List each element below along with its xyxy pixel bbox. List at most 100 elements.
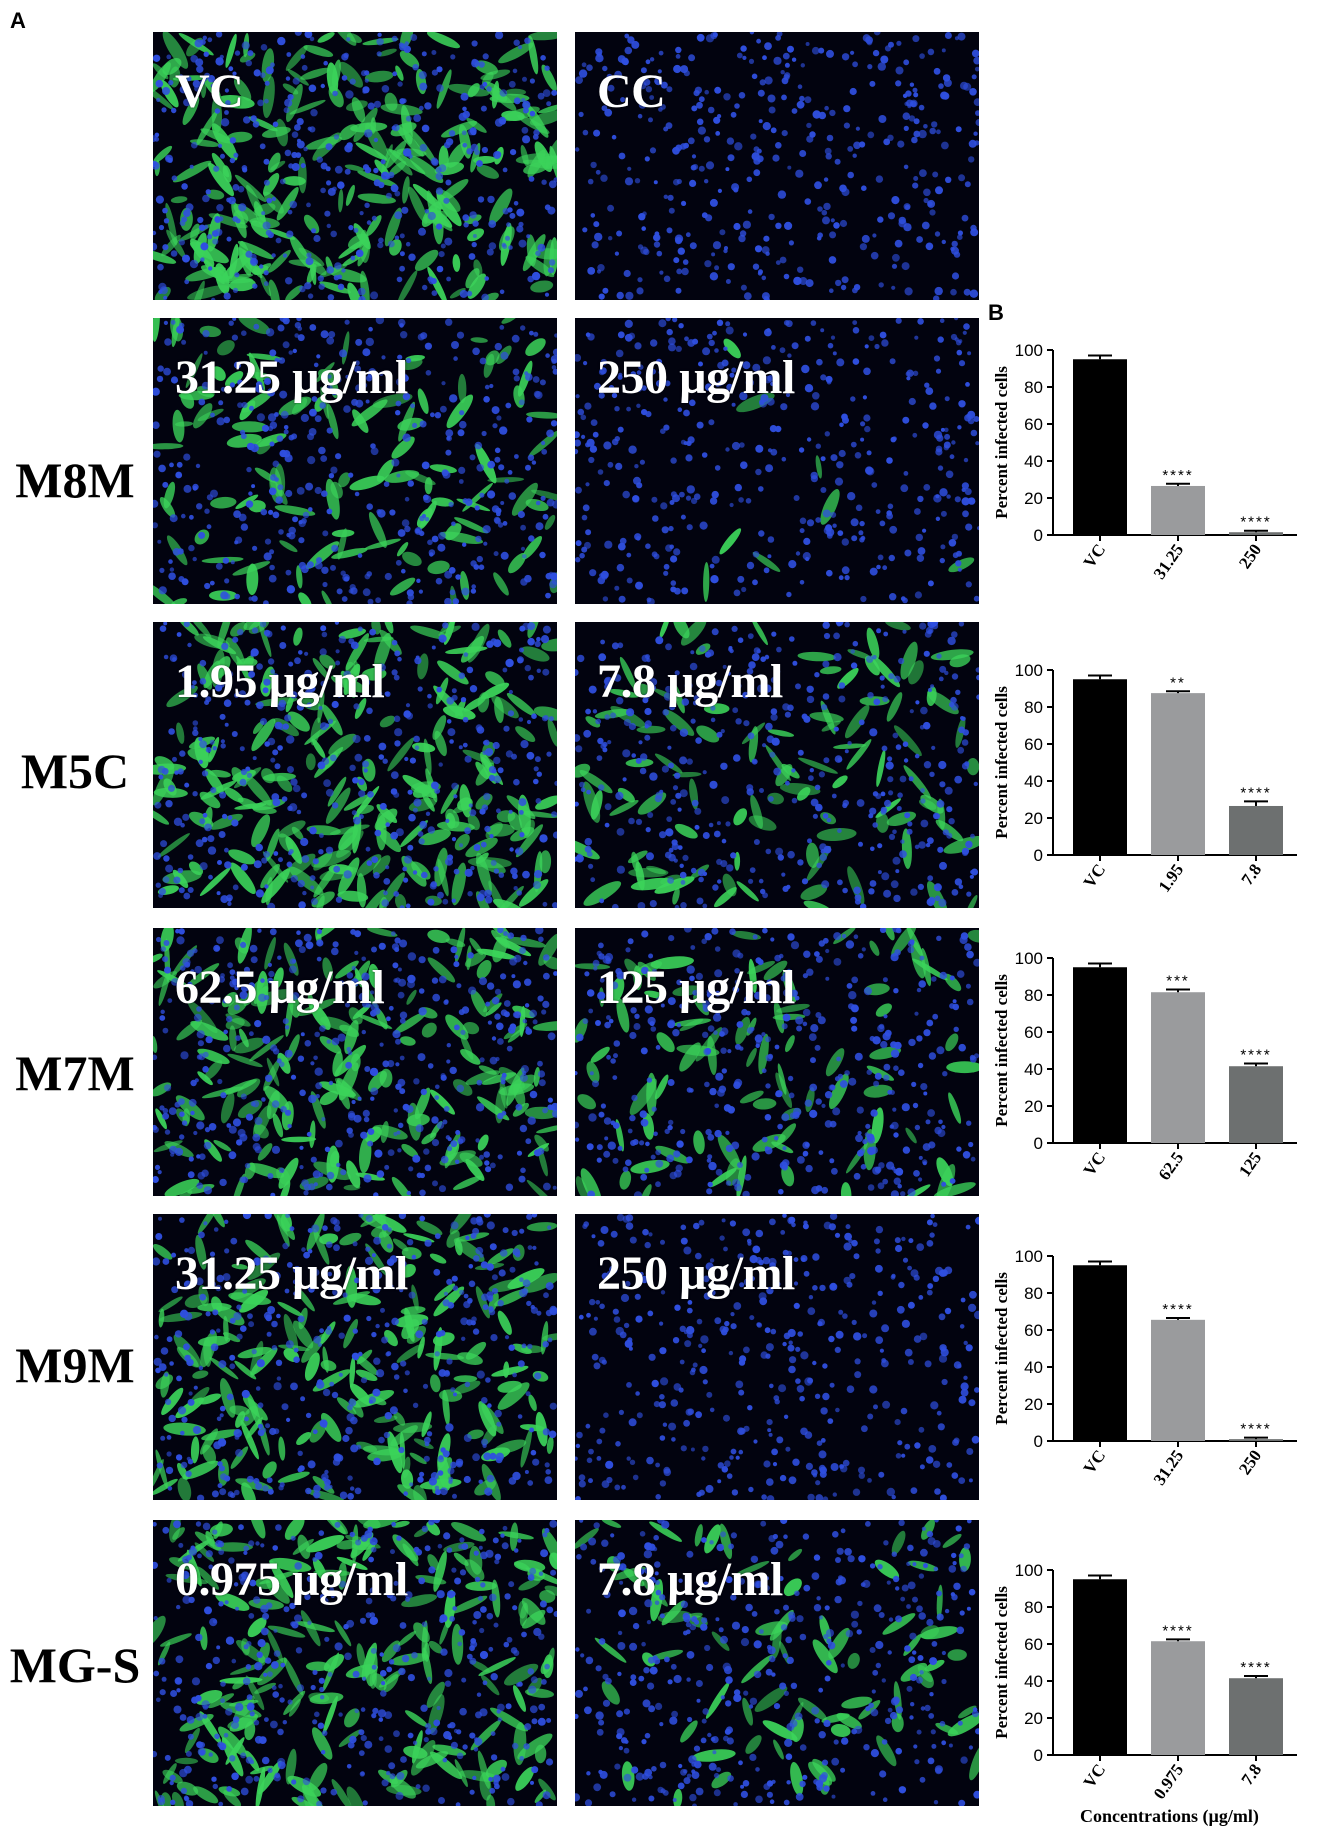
micrograph-cc: CC	[575, 32, 979, 300]
x-tick-label: VC	[1080, 860, 1110, 891]
bar	[1151, 992, 1205, 1143]
bar	[1073, 1265, 1127, 1441]
x-tick-label: 7.8	[1238, 860, 1266, 888]
micrograph-low-dose: 1.95 µg/ml	[153, 622, 557, 908]
y-tick-label: 100	[1015, 661, 1043, 680]
y-tick-label: 20	[1024, 1395, 1043, 1414]
y-tick-label: 40	[1024, 452, 1043, 471]
row-label: MG-S	[9, 1637, 141, 1693]
significance-label: ****	[1240, 514, 1271, 531]
significance-label: ****	[1240, 1659, 1271, 1676]
y-tick-label: 100	[1015, 1561, 1043, 1580]
significance-label: ***	[1166, 972, 1190, 989]
bar	[1229, 1439, 1283, 1441]
x-tick-label: 0.975	[1150, 1760, 1188, 1802]
y-axis-label: Percent infected cells	[992, 1272, 1011, 1425]
micrograph-high-dose: 125 µg/ml	[575, 928, 979, 1196]
bar	[1073, 679, 1127, 855]
y-tick-label: 80	[1024, 1284, 1043, 1303]
shared-x-axis-label: Concentrations (µg/ml)	[1080, 1806, 1259, 1826]
row-label: M9M	[15, 1337, 135, 1393]
micrograph-high-dose: 7.8 µg/ml	[575, 622, 979, 908]
x-tick-label: 7.8	[1238, 1760, 1266, 1788]
row-label: M5C	[20, 743, 130, 799]
chart-svg: Percent infected cells 0 20 40 60 80 100 VC ****…	[992, 341, 1297, 583]
micrograph-caption: 62.5 µg/ml	[175, 961, 385, 1014]
y-tick-label: 80	[1024, 1598, 1043, 1617]
significance-label: ****	[1240, 1421, 1271, 1438]
y-tick-label: 40	[1024, 772, 1043, 791]
micrograph-caption: 7.8 µg/ml	[597, 655, 783, 708]
y-tick-label: 60	[1024, 415, 1043, 434]
chart-svg: Percent infected cells 0 20 40 60 80 100 VC ****…	[992, 1561, 1297, 1803]
row-label: M8M	[15, 452, 135, 508]
significance-label: **	[1170, 674, 1186, 691]
micrograph-caption: 7.8 µg/ml	[597, 1553, 783, 1606]
micrograph-high-dose: 250 µg/ml	[575, 318, 979, 604]
bar	[1229, 1678, 1283, 1755]
x-tick-label: 125	[1235, 1148, 1265, 1180]
x-tick-label: 1.95	[1155, 860, 1188, 895]
significance-label: ****	[1240, 1046, 1271, 1063]
y-tick-label: 40	[1024, 1358, 1043, 1377]
y-tick-label: 60	[1024, 1635, 1043, 1654]
x-tick-label: VC	[1080, 1148, 1110, 1179]
x-tick-label: 31.25	[1150, 1446, 1188, 1488]
y-tick-label: 0	[1034, 1746, 1043, 1765]
micrograph-low-dose: 62.5 µg/ml	[153, 928, 557, 1196]
micrograph-caption: 250 µg/ml	[597, 351, 795, 404]
micrograph-caption: 250 µg/ml	[597, 1247, 795, 1300]
x-tick-label: VC	[1080, 1760, 1110, 1791]
y-tick-label: 100	[1015, 1247, 1043, 1266]
significance-label: ****	[1162, 467, 1193, 484]
micrograph-caption: CC	[597, 65, 666, 118]
y-tick-label: 20	[1024, 1097, 1043, 1116]
y-tick-label: 100	[1015, 341, 1043, 360]
x-tick-label: 31.25	[1150, 540, 1188, 582]
micrograph-caption: 31.25 µg/ml	[175, 351, 408, 404]
y-axis-label: Percent infected cells	[992, 686, 1011, 839]
micrograph-low-dose: 0.975 µg/ml	[153, 1520, 557, 1806]
bar-chart-m8m: Percent infected cells 0 20 40 60 80 100 VC ****…	[985, 330, 1297, 585]
micrograph-low-dose: 31.25 µg/ml	[153, 1214, 557, 1500]
y-tick-label: 40	[1024, 1060, 1043, 1079]
y-tick-label: 0	[1034, 526, 1043, 545]
micrograph-caption: 0.975 µg/ml	[175, 1553, 408, 1606]
y-tick-label: 80	[1024, 986, 1043, 1005]
micrograph-vc: VC	[153, 32, 557, 300]
y-axis-label: Percent infected cells	[992, 366, 1011, 519]
bar	[1151, 485, 1205, 535]
bar	[1151, 693, 1205, 855]
y-tick-label: 80	[1024, 698, 1043, 717]
y-tick-label: 0	[1034, 846, 1043, 865]
micrograph-high-dose: 250 µg/ml	[575, 1214, 979, 1500]
bar	[1229, 532, 1283, 535]
y-tick-label: 100	[1015, 949, 1043, 968]
x-tick-label: 250	[1235, 540, 1265, 572]
y-tick-label: 0	[1034, 1432, 1043, 1451]
y-axis-label: Percent infected cells	[992, 974, 1011, 1127]
micrograph-high-dose: 7.8 µg/ml	[575, 1520, 979, 1806]
micrograph-caption: 1.95 µg/ml	[175, 655, 385, 708]
significance-label: ****	[1162, 1301, 1193, 1318]
micrograph-caption: VC	[175, 65, 244, 118]
y-tick-label: 60	[1024, 735, 1043, 754]
y-tick-label: 60	[1024, 1321, 1043, 1340]
bar	[1151, 1319, 1205, 1441]
y-axis-label: Percent infected cells	[992, 1586, 1011, 1739]
significance-label: ****	[1240, 784, 1271, 801]
micrograph-caption: 125 µg/ml	[597, 961, 795, 1014]
bar	[1229, 1066, 1283, 1143]
y-tick-label: 40	[1024, 1672, 1043, 1691]
bar-chart-mg-s: Percent infected cells 0 20 40 60 80 100 VC ****…	[985, 1550, 1297, 1805]
x-tick-label: 62.5	[1155, 1148, 1188, 1183]
panel-label-b: B	[988, 300, 1004, 325]
micrograph-caption: 31.25 µg/ml	[175, 1247, 408, 1300]
significance-label: ****	[1162, 1622, 1193, 1639]
bar	[1073, 967, 1127, 1143]
y-tick-label: 20	[1024, 1709, 1043, 1728]
micrograph-low-dose: 31.25 µg/ml	[153, 318, 557, 604]
panel-label-a: A	[10, 8, 26, 33]
bar	[1073, 1579, 1127, 1755]
bar	[1073, 359, 1127, 535]
